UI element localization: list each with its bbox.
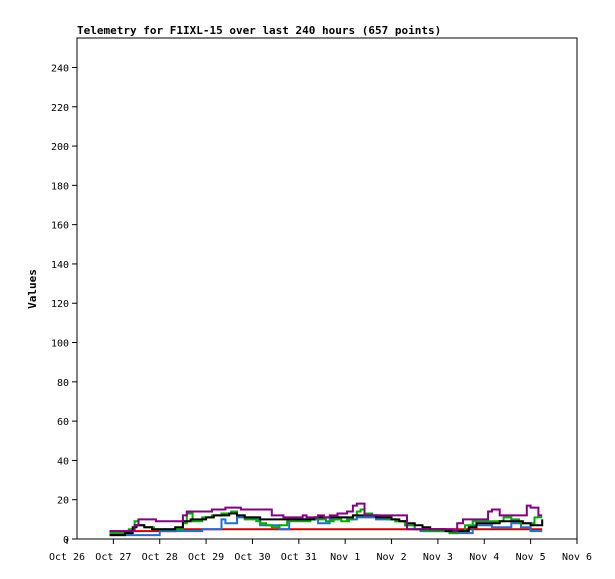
x-tick-label: Oct 26 (49, 552, 85, 563)
chart-title: Telemetry for F1IXL-15 over last 240 hou… (77, 24, 441, 37)
x-tick-label: Oct 31 (281, 552, 317, 563)
x-tick-label: Oct 28 (142, 552, 178, 563)
y-tick-label: 140 (51, 260, 69, 271)
x-tick-label: Nov 2 (376, 552, 406, 563)
y-tick-label: 60 (57, 417, 69, 428)
y-tick-label: 200 (51, 142, 69, 153)
y-tick-label: 80 (57, 378, 69, 389)
x-tick-label: Oct 27 (95, 552, 131, 563)
series-line-4 (109, 502, 543, 533)
y-tick-label: 0 (63, 535, 69, 546)
y-tick-label: 40 (57, 456, 69, 467)
x-axis-ticks: Oct 26 Oct 27 Oct 28 Oct 29 Oct 30 Oct 31 Nov … (49, 539, 592, 563)
y-tick-label: 100 (51, 339, 69, 350)
x-tick-label: Nov 4 (469, 552, 499, 563)
series-layer (109, 502, 544, 537)
y-tick-label: 160 (51, 221, 69, 232)
y-tick-label: 120 (51, 299, 69, 310)
x-tick-label: Nov 6 (562, 552, 592, 563)
y-axis-label: Values (26, 269, 39, 309)
y-tick-label: 20 (57, 496, 69, 507)
y-tick-label: 180 (51, 181, 69, 192)
x-tick-label: Nov 1 (330, 552, 360, 563)
y-tick-label: 220 (51, 103, 69, 114)
y-axis-ticks: 0 20 40 60 80 100 120 140 160 180 200 220 240 (51, 63, 77, 546)
x-tick-label: Nov 3 (423, 552, 453, 563)
x-tick-label: Oct 30 (234, 552, 270, 563)
x-tick-label: Nov 5 (516, 552, 546, 563)
plot-frame (76, 37, 578, 540)
x-tick-label: Oct 29 (188, 552, 224, 563)
y-tick-label: 240 (51, 63, 69, 74)
